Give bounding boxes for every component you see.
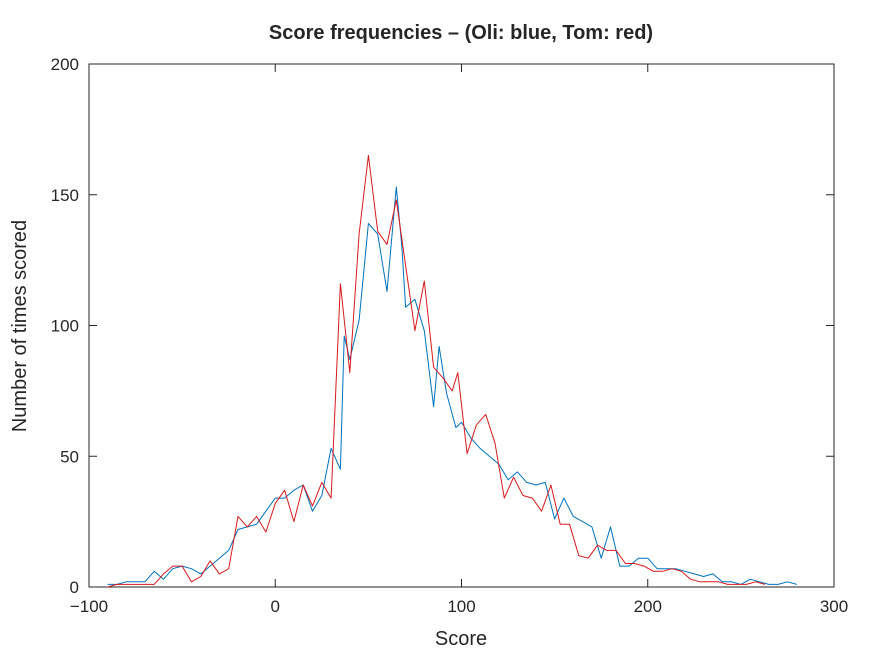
y-tick-label: 150 — [51, 186, 79, 205]
series-line-1 — [107, 155, 766, 588]
x-tick-label: 300 — [820, 597, 848, 616]
series-line-0 — [107, 186, 797, 585]
x-axis-label: Score — [435, 628, 487, 650]
x-tick-label: 100 — [447, 597, 475, 616]
plot-area-frame — [88, 63, 835, 588]
series-layer — [107, 155, 797, 588]
y-tick-label: 50 — [60, 447, 79, 466]
y-axis-label: Number of times scored — [9, 220, 31, 432]
x-tick-label: −100 — [70, 597, 108, 616]
y-tick-label: 0 — [70, 578, 79, 597]
chart-title: Score frequencies – (Oli: blue, Tom: red… — [269, 22, 653, 44]
x-tick-label: 0 — [271, 597, 280, 616]
x-tick-label: 200 — [634, 597, 662, 616]
y-tick-label: 200 — [51, 55, 79, 74]
y-tick-label: 100 — [51, 317, 79, 336]
